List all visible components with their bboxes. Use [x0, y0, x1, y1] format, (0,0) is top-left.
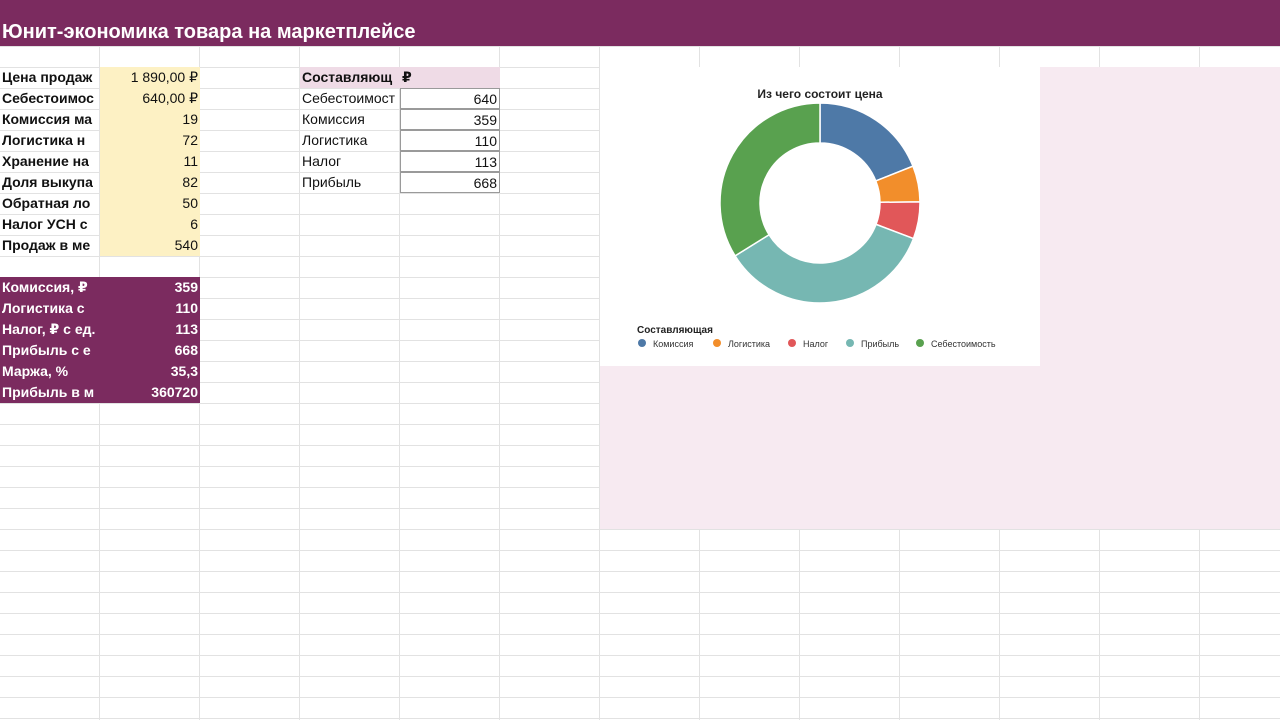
legend-marker — [788, 339, 796, 347]
input-label[interactable]: Обратная ло — [2, 195, 91, 211]
pie-chart[interactable]: Из чего состоит цена Составляющая Комисс… — [600, 67, 1040, 366]
result-label[interactable]: Маржа, % — [0, 361, 100, 382]
result-value[interactable]: 668 — [100, 340, 200, 361]
result-value[interactable]: 359 — [100, 277, 200, 298]
components-row-label[interactable]: Комиссия — [302, 111, 365, 127]
result-label[interactable]: Логистика с — [0, 298, 100, 319]
input-value[interactable]: 72 — [100, 130, 200, 151]
slice-1[interactable] — [819, 102, 914, 182]
result-label[interactable]: Прибыль в м — [0, 382, 100, 403]
input-label[interactable]: Продаж в ме — [2, 237, 91, 253]
sheet-title: Юнит-экономика товара на маркетплейсе — [2, 21, 416, 43]
result-label[interactable]: Налог, ₽ с ед. — [0, 319, 100, 340]
components-row-value[interactable]: 668 — [400, 172, 500, 193]
legend-label: Прибыль — [861, 339, 899, 349]
chart-title: Из чего состоит цена — [757, 87, 883, 101]
components-row-label[interactable]: Себестоимост — [302, 90, 396, 106]
input-label[interactable]: Комиссия ма — [2, 111, 93, 127]
input-label[interactable]: Хранение на — [2, 153, 89, 169]
components-row-label[interactable]: Прибыль — [302, 174, 362, 190]
components-row-value[interactable]: 110 — [400, 130, 500, 151]
result-label[interactable]: Комиссия, ₽ — [0, 277, 100, 298]
components-row-label[interactable]: Налог — [302, 153, 342, 169]
components-row-value[interactable]: 640 — [400, 88, 500, 109]
input-value[interactable]: 6 — [100, 214, 200, 235]
result-label[interactable]: Прибыль с е — [0, 340, 100, 361]
slice-4[interactable] — [734, 223, 915, 304]
legend-label: Логистика — [728, 339, 770, 349]
result-value[interactable]: 110 — [100, 298, 200, 319]
title-bar: Юнит-экономика товара на маркетплейсе — [0, 0, 1280, 46]
legend-title: Составляющая — [637, 325, 713, 336]
components-header-value[interactable]: ₽ — [400, 67, 500, 88]
components-row-value[interactable]: 113 — [400, 151, 500, 172]
result-value[interactable]: 113 — [100, 319, 200, 340]
components-row-label[interactable]: Логистика — [302, 132, 368, 148]
legend-marker — [713, 339, 721, 347]
input-value[interactable]: 82 — [100, 172, 200, 193]
input-value[interactable]: 640,00 ₽ — [100, 88, 200, 109]
components-row-value[interactable]: 359 — [400, 109, 500, 130]
result-value[interactable]: 35,3 — [100, 361, 200, 382]
input-label[interactable]: Логистика н — [2, 132, 86, 148]
input-label[interactable]: Доля выкупа — [2, 174, 93, 190]
input-value[interactable]: 1 890,00 ₽ — [100, 67, 200, 88]
legend-marker — [916, 339, 924, 347]
legend-label: Налог — [803, 339, 829, 349]
chart-legend: Комиссия Логистика Налог Прибыль Себестоимос… — [638, 339, 996, 349]
input-value[interactable]: 50 — [100, 193, 200, 214]
input-label[interactable]: Цена продаж — [2, 69, 93, 85]
legend-marker — [638, 339, 646, 347]
components-header-label[interactable]: Составляющ — [300, 67, 400, 88]
input-label[interactable]: Себестоимос — [2, 90, 94, 106]
legend-label: Себестоимость — [931, 339, 996, 349]
donut-slices — [719, 102, 921, 304]
slice-5[interactable] — [719, 102, 821, 257]
input-label[interactable]: Налог УСН с — [2, 216, 88, 232]
legend-marker — [846, 339, 854, 347]
input-value[interactable]: 19 — [100, 109, 200, 130]
input-value[interactable]: 11 — [100, 151, 200, 172]
result-value[interactable]: 360720 — [100, 382, 200, 403]
legend-label: Комиссия — [653, 339, 693, 349]
input-value[interactable]: 540 — [100, 235, 200, 256]
